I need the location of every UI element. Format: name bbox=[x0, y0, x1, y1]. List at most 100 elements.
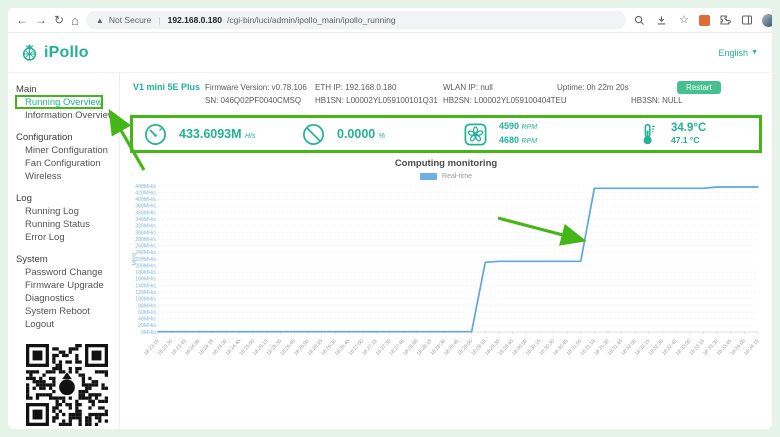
svg-text:120MH/s: 120MH/s bbox=[135, 290, 156, 296]
svg-text:320MH/s: 320MH/s bbox=[135, 224, 156, 230]
thermometer-icon bbox=[643, 123, 655, 144]
legend-swatch bbox=[420, 172, 438, 180]
fan2-value: 4680 bbox=[499, 135, 520, 145]
svg-text:MH/S: MH/S bbox=[132, 252, 138, 265]
svg-text:20MH/s: 20MH/s bbox=[138, 323, 156, 329]
brand-name: iPollo bbox=[44, 43, 89, 61]
svg-text:360MH/s: 360MH/s bbox=[135, 210, 156, 216]
extensions-puzzle-icon[interactable] bbox=[718, 13, 732, 27]
svg-text:100MH/s: 100MH/s bbox=[135, 297, 156, 303]
svg-text:160MH/s: 160MH/s bbox=[135, 277, 156, 283]
security-label: Not Secure bbox=[108, 15, 152, 25]
prohibition-icon bbox=[303, 123, 324, 145]
fan-icon bbox=[464, 123, 487, 145]
extension-icon[interactable] bbox=[698, 14, 710, 26]
sidebar-item-error-log[interactable]: Error Log bbox=[25, 232, 65, 243]
toolbar-right-cluster: ☆ ⋮ bbox=[633, 13, 772, 27]
temp2-unit: °C bbox=[689, 135, 700, 145]
svg-text:380MH/s: 380MH/s bbox=[135, 204, 156, 210]
hashrate-value: 433.6093M bbox=[179, 127, 242, 141]
browser-toolbar: ← → ↻ ⌂ ▲ Not Secure | 192.168.0.180/cgi… bbox=[8, 8, 772, 33]
temp2-value: 47.1 bbox=[671, 135, 688, 145]
sidebar-item-firmware-upgrade[interactable]: Firmware Upgrade bbox=[25, 280, 104, 291]
sidebar-item-wireless[interactable]: Wireless bbox=[25, 171, 62, 182]
sidebar-item-fan-configuration[interactable]: Fan Configuration bbox=[25, 158, 101, 169]
sidebar-item-information-overview[interactable]: Information Overview bbox=[25, 110, 115, 121]
annotation-box-running-overview bbox=[15, 95, 103, 109]
forward-icon[interactable]: → bbox=[35, 13, 47, 27]
svg-text:0MH/s: 0MH/s bbox=[141, 330, 156, 336]
fan1-unit: RPM bbox=[521, 124, 538, 131]
stat-fan: 4590 RPM 4680 RPM bbox=[463, 121, 537, 147]
home-icon[interactable]: ⌂ bbox=[71, 12, 79, 28]
ipollo-logo: iPollo bbox=[20, 43, 89, 62]
zoom-icon[interactable] bbox=[633, 13, 647, 27]
sidebar-item-password-change[interactable]: Password Change bbox=[25, 267, 103, 278]
svg-text:420MH/s: 420MH/s bbox=[135, 190, 156, 196]
sidebar-item-diagnostics[interactable]: Diagnostics bbox=[25, 293, 75, 304]
restart-button[interactable]: Restart bbox=[677, 81, 721, 94]
sidebar-group-label: Main bbox=[16, 84, 37, 95]
side-panel-icon[interactable] bbox=[740, 13, 754, 27]
language-selector[interactable]: English ▼ bbox=[719, 48, 758, 58]
profile-avatar[interactable] bbox=[761, 13, 772, 27]
legend-item-realtime[interactable]: Real-time bbox=[130, 170, 762, 182]
device-info-panel: V1 mini 5E Plus Firmware Version: v0.78.… bbox=[130, 81, 762, 109]
firmware-version: Firmware Version: v0.78.106 bbox=[205, 83, 307, 92]
url-host: 192.168.0.180 bbox=[167, 15, 222, 25]
stats-panel annotation-box-stats: 433.6093M H/s 0.0000 % bbox=[130, 115, 762, 153]
svg-text:440MH/s: 440MH/s bbox=[135, 184, 156, 190]
legend-label: Real-time bbox=[442, 172, 472, 180]
device-model: V1 mini 5E Plus bbox=[133, 82, 201, 92]
app-body: Main Running Overview Information Overview… bbox=[8, 73, 772, 429]
qr-code bbox=[26, 344, 108, 426]
stat-hashrate: 433.6093M H/s bbox=[143, 121, 256, 147]
reject-rate-unit: % bbox=[378, 133, 385, 140]
bookmark-star-icon[interactable]: ☆ bbox=[678, 13, 689, 26]
svg-text:300MH/s: 300MH/s bbox=[135, 230, 156, 236]
sidebar-group-label: System bbox=[16, 254, 48, 265]
chevron-down-icon: ▼ bbox=[751, 49, 758, 56]
svg-text:180MH/s: 180MH/s bbox=[135, 270, 156, 276]
wlan-ip: WLAN IP: null bbox=[443, 83, 493, 92]
sidebar-item-running-log[interactable]: Running Log bbox=[25, 206, 79, 217]
browser-window: ← → ↻ ⌂ ▲ Not Secure | 192.168.0.180/cgi… bbox=[8, 8, 772, 429]
stat-temperature: 34.9°C 47.1 °C bbox=[635, 121, 706, 147]
reload-icon[interactable]: ↻ bbox=[54, 13, 65, 27]
temp1-value: 34.9 bbox=[671, 122, 694, 134]
sidebar-group-system: System Password Change Firmware Upgrade Dia… bbox=[8, 253, 119, 331]
svg-text:140MH/s: 140MH/s bbox=[135, 283, 156, 289]
svg-text:200MH/s: 200MH/s bbox=[135, 263, 156, 269]
sidebar-item-running-status[interactable]: Running Status bbox=[25, 219, 90, 230]
serial-number: SN: 046Q02PF0040CMSQ bbox=[205, 96, 302, 105]
url-bar[interactable]: ▲ Not Secure | 192.168.0.180/cgi-bin/luc… bbox=[85, 11, 626, 29]
sidebar-item-miner-configuration[interactable]: Miner Configuration bbox=[25, 145, 108, 156]
pineapple-icon bbox=[22, 44, 37, 61]
sidebar-item-running-overview[interactable]: Running Overview bbox=[8, 95, 119, 109]
svg-text:400MH/s: 400MH/s bbox=[135, 197, 156, 203]
speedometer-icon bbox=[145, 123, 166, 145]
app-header: iPollo English ▼ bbox=[8, 33, 772, 73]
svg-text:280MH/s: 280MH/s bbox=[135, 237, 156, 243]
ipollo-app: iPollo English ▼ Main Running Overview Inf… bbox=[8, 33, 772, 429]
sidebar-group-main: Main Running Overview Information Overview bbox=[8, 83, 119, 122]
warning-icon: ▲ bbox=[95, 15, 104, 25]
sidebar-group-configuration: Configuration Miner Configuration Fan Conf… bbox=[8, 131, 119, 183]
sidebar-item-system-reboot[interactable]: System Reboot bbox=[25, 306, 90, 317]
back-icon[interactable]: ← bbox=[16, 13, 28, 27]
reject-rate-value: 0.0000 bbox=[337, 127, 376, 141]
temp1-unit: °C bbox=[693, 122, 707, 134]
main-content: V1 mini 5E Plus Firmware Version: v0.78.… bbox=[120, 73, 772, 429]
stat-reject-rate: 0.0000 % bbox=[301, 121, 385, 147]
eth-ip: ETH IP: 192.168.0.180 bbox=[315, 83, 397, 92]
download-icon[interactable] bbox=[655, 13, 669, 27]
hb1-serial: HB1SN: L00002YL059100101Q31 bbox=[315, 96, 438, 105]
url-path: /cgi-bin/luci/admin/ipollo_main/ipollo_r… bbox=[226, 15, 396, 25]
sidebar-item-logout[interactable]: Logout bbox=[25, 319, 55, 330]
sidebar-group-label: Log bbox=[16, 193, 32, 204]
url-separator: | bbox=[158, 15, 161, 25]
svg-text:240MH/s: 240MH/s bbox=[135, 250, 156, 256]
sidebar-group-label: Configuration bbox=[16, 132, 73, 143]
svg-text:60MH/s: 60MH/s bbox=[138, 310, 156, 316]
